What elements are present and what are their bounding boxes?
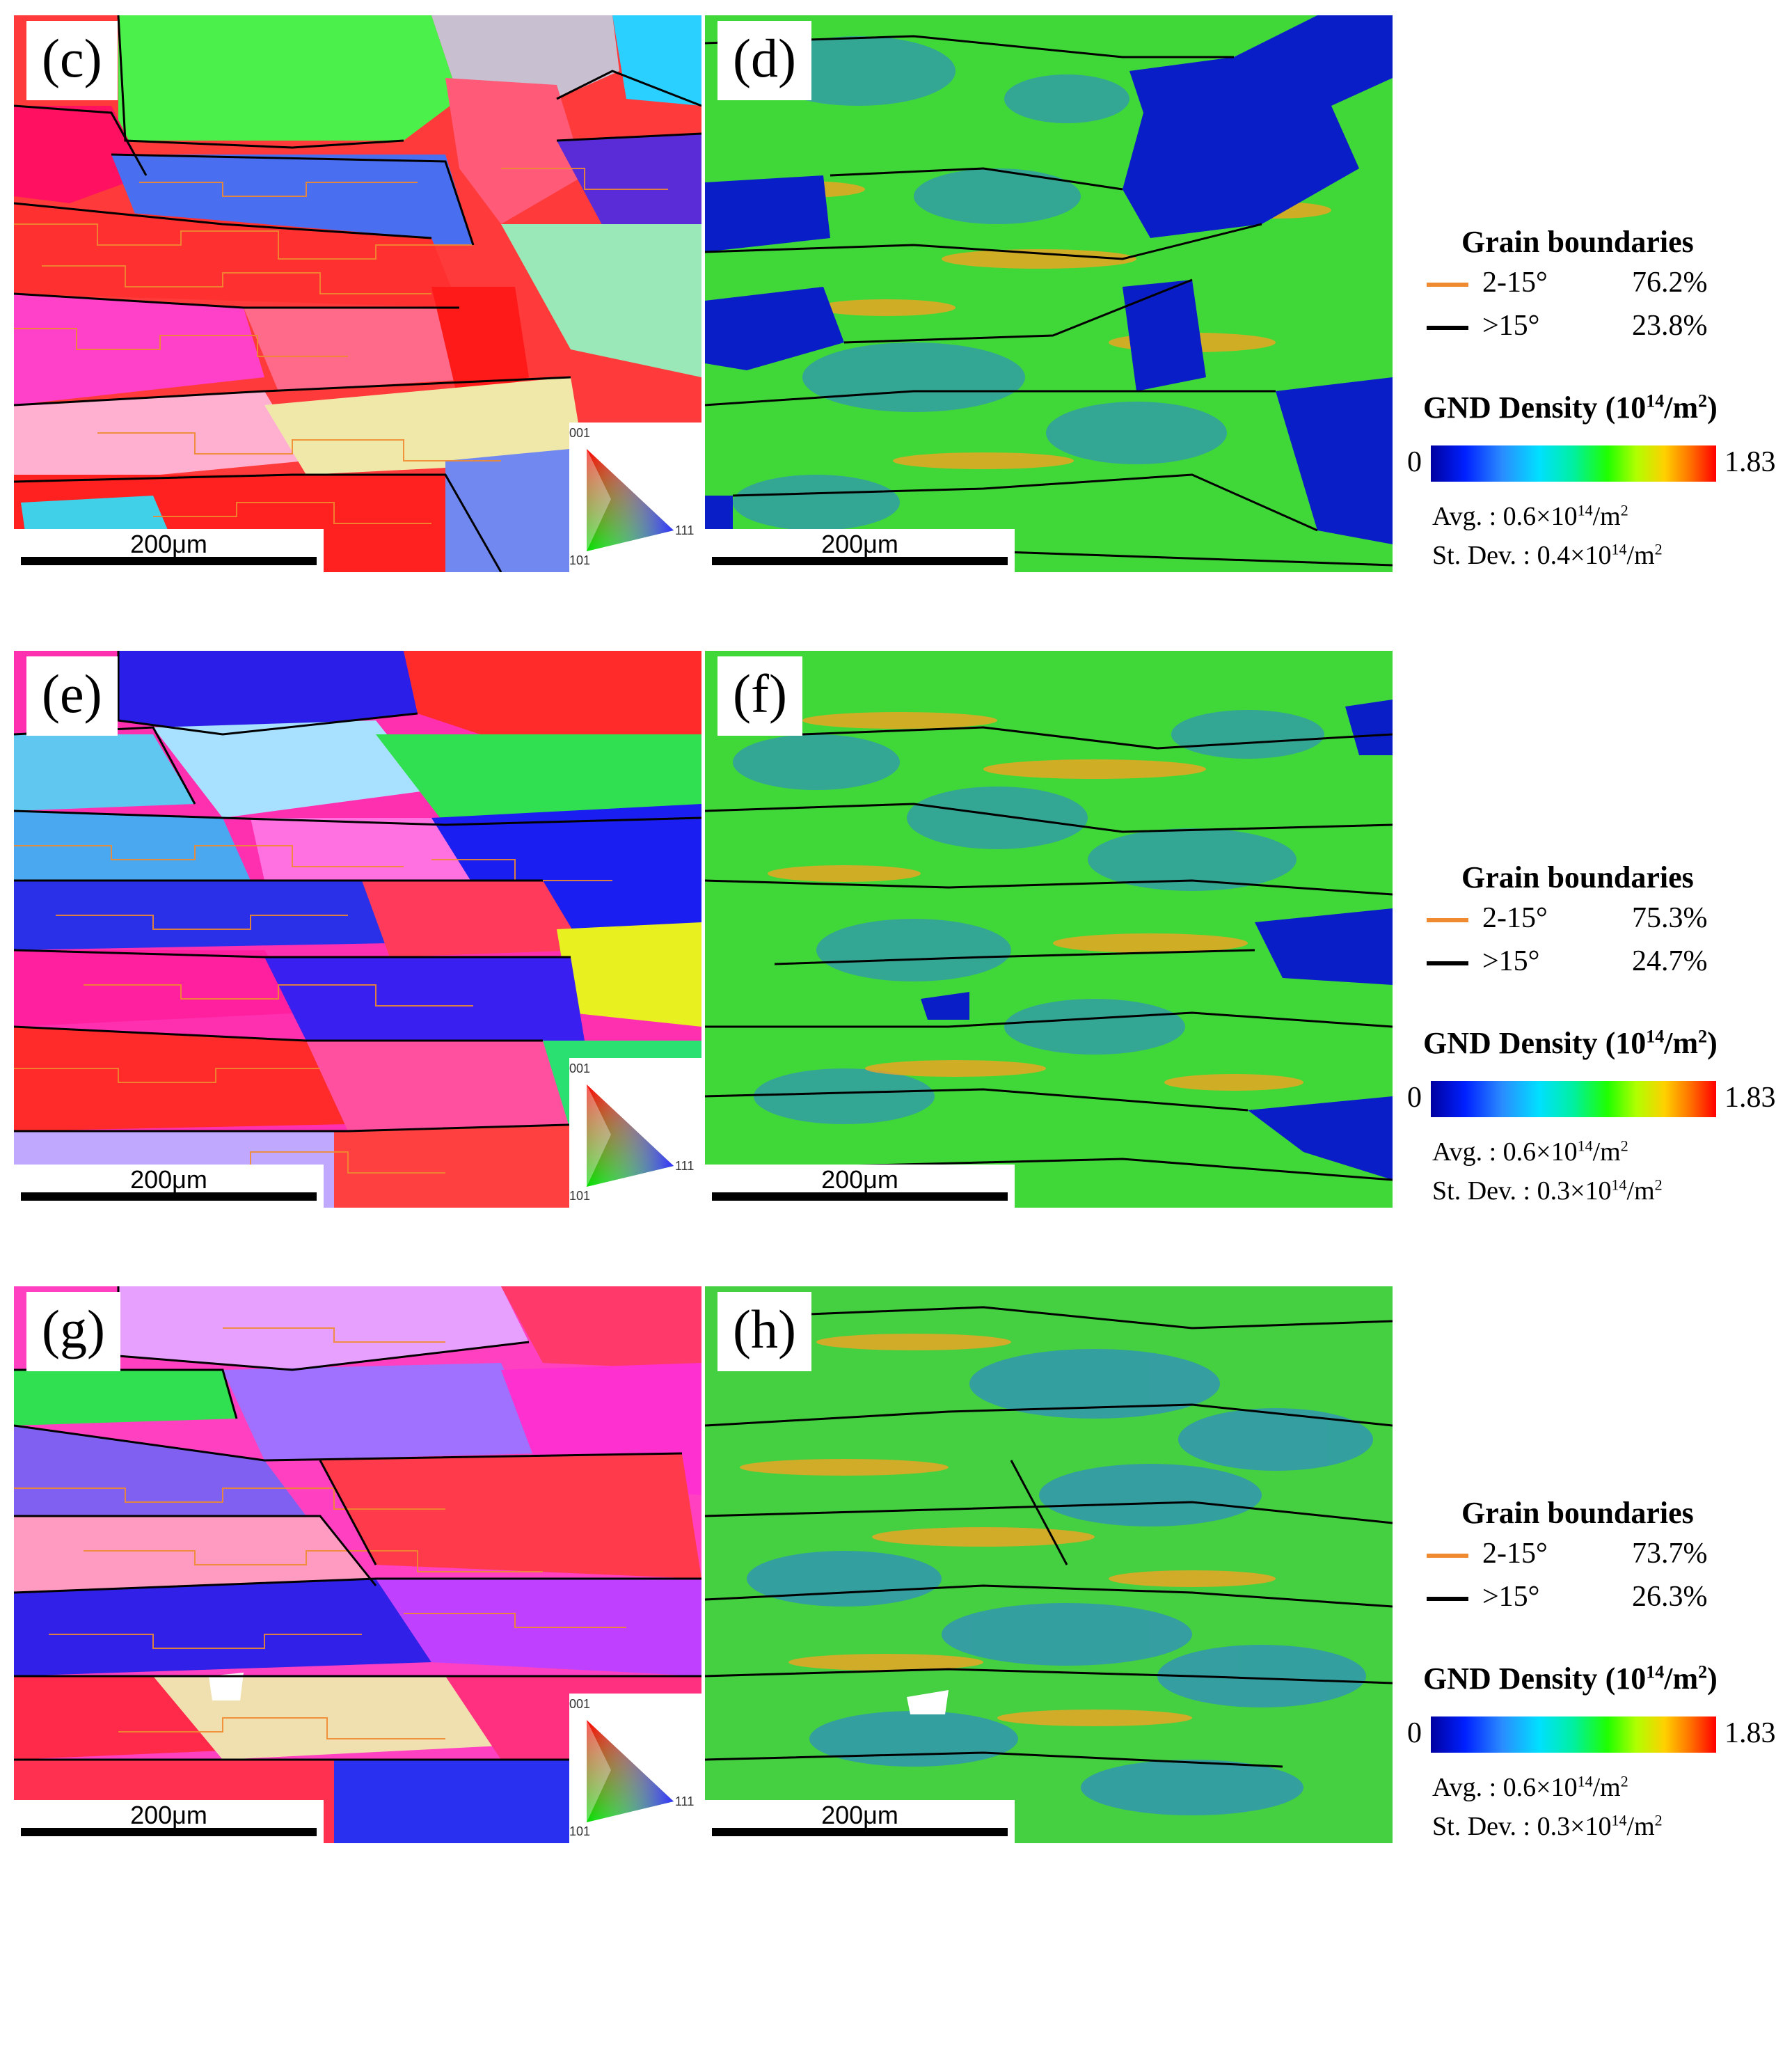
ipf-key-101: 101 — [569, 553, 591, 567]
figure-row-3: (g) 200μm 001 101 111 — [0, 1286, 1792, 1843]
ipf-map-c-image — [14, 15, 701, 572]
gnd-stdev: St. Dev. : 0.3×1014/m2 — [1432, 1811, 1663, 1841]
panel-label-d: (d) — [717, 21, 811, 100]
low-angle-line-swatch — [1427, 1554, 1468, 1558]
high-angle-line-swatch — [1427, 1597, 1468, 1601]
ipf-triangle-icon — [587, 449, 674, 551]
high-angle-percent: 23.8% — [1632, 310, 1708, 342]
scale-bar-label: 200μm — [130, 1165, 207, 1194]
gnd-map-d: (d) 200μm — [705, 15, 1393, 572]
legend-row-1: Grain boundaries 2-15° 76.2% >15° 23.8% … — [1407, 224, 1792, 781]
ipf-map-g: (g) 200μm 001 101 111 — [14, 1286, 701, 1843]
gnd-density-title: GND Density (1014/m2) — [1423, 1662, 1718, 1696]
gnd-density-title: GND Density (1014/m2) — [1423, 1026, 1718, 1060]
ipf-key-111: 111 — [675, 523, 695, 537]
ipf-triangle-icon — [587, 1084, 674, 1187]
gnd-average: Avg. : 0.6×1014/m2 — [1432, 501, 1628, 531]
gnd-map-f: (f) 200μm — [705, 651, 1393, 1208]
gnd-colorbar — [1431, 1716, 1716, 1753]
panel-label-h: (h) — [717, 1292, 811, 1371]
grain-boundaries-title: Grain boundaries — [1461, 225, 1694, 259]
panel-label-e: (e) — [26, 656, 118, 736]
panel-label-f: (f) — [717, 656, 802, 736]
high-angle-percent: 24.7% — [1632, 945, 1708, 977]
gnd-density-title: GND Density (1014/m2) — [1423, 390, 1718, 425]
grain-boundaries-title: Grain boundaries — [1461, 860, 1694, 894]
low-angle-label: 2-15° — [1482, 1538, 1548, 1570]
scale-bar: 200μm — [14, 1165, 324, 1208]
gnd-map-h: (h) 200μm — [705, 1286, 1393, 1843]
scale-bar-label: 200μm — [130, 1801, 207, 1829]
low-angle-line-swatch — [1427, 283, 1468, 287]
scale-bar-label: 200μm — [130, 530, 207, 558]
colorbar-max: 1.83 — [1724, 1717, 1776, 1749]
gnd-average: Avg. : 0.6×1014/m2 — [1432, 1772, 1628, 1802]
ipf-color-key: 001 101 111 — [569, 423, 701, 572]
ipf-key-111: 111 — [675, 1159, 695, 1173]
ipf-color-key: 001 101 111 — [569, 1058, 701, 1208]
low-angle-line-swatch — [1427, 918, 1468, 922]
scale-bar: 200μm — [705, 529, 1015, 572]
low-angle-label: 2-15° — [1482, 267, 1548, 299]
ipf-key-101: 101 — [569, 1824, 591, 1838]
colorbar-min: 0 — [1407, 1717, 1422, 1749]
gnd-colorbar — [1431, 445, 1716, 482]
scale-bar-label: 200μm — [821, 1801, 898, 1829]
high-angle-line-swatch — [1427, 326, 1468, 330]
ipf-color-key: 001 101 111 — [569, 1694, 701, 1843]
gnd-map-f-image — [705, 651, 1393, 1208]
scale-bar-label: 200μm — [821, 530, 898, 558]
ipf-key-001: 001 — [569, 1697, 591, 1711]
grain-boundaries-title: Grain boundaries — [1461, 1496, 1694, 1530]
colorbar-min: 0 — [1407, 1082, 1422, 1114]
figure-row-1: (c) 200μm 001 101 111 — [0, 15, 1792, 572]
gnd-map-h-image — [705, 1286, 1393, 1843]
high-angle-label: >15° — [1482, 310, 1540, 342]
high-angle-line-swatch — [1427, 961, 1468, 965]
gnd-stdev: St. Dev. : 0.3×1014/m2 — [1432, 1176, 1663, 1206]
ipf-map-g-image — [14, 1286, 701, 1843]
colorbar-max: 1.83 — [1724, 1082, 1776, 1114]
scale-bar-line — [712, 1192, 1008, 1201]
ipf-key-001: 001 — [569, 426, 591, 440]
scale-bar: 200μm — [14, 1800, 324, 1843]
scale-bar-line — [21, 1192, 317, 1201]
high-angle-label: >15° — [1482, 945, 1540, 977]
scale-bar-line — [712, 557, 1008, 565]
ipf-key-001: 001 — [569, 1061, 591, 1075]
ipf-map-c: (c) 200μm 001 101 111 — [14, 15, 701, 572]
panel-label-g: (g) — [26, 1292, 120, 1371]
scale-bar: 200μm — [705, 1165, 1015, 1208]
low-angle-label: 2-15° — [1482, 902, 1548, 934]
low-angle-percent: 76.2% — [1632, 267, 1708, 299]
legend-row-2: Grain boundaries 2-15° 75.3% >15° 24.7% … — [1407, 860, 1792, 1416]
scale-bar: 200μm — [14, 529, 324, 572]
colorbar-max: 1.83 — [1724, 446, 1776, 478]
ipf-key-101: 101 — [569, 1189, 591, 1203]
gnd-colorbar — [1431, 1081, 1716, 1117]
gnd-average: Avg. : 0.6×1014/m2 — [1432, 1137, 1628, 1167]
scale-bar-label: 200μm — [821, 1165, 898, 1194]
high-angle-percent: 26.3% — [1632, 1581, 1708, 1613]
figure-row-2: (e) 200μm 001 101 111 — [0, 651, 1792, 1208]
ipf-map-e: (e) 200μm 001 101 111 — [14, 651, 701, 1208]
low-angle-percent: 75.3% — [1632, 902, 1708, 934]
gnd-stdev: St. Dev. : 0.4×1014/m2 — [1432, 540, 1663, 570]
scale-bar: 200μm — [705, 1800, 1015, 1843]
legend-row-3: Grain boundaries 2-15° 73.7% >15° 26.3% … — [1407, 1495, 1792, 2052]
ipf-key-111: 111 — [675, 1794, 695, 1808]
scale-bar-line — [712, 1828, 1008, 1836]
scale-bar-line — [21, 557, 317, 565]
colorbar-min: 0 — [1407, 446, 1422, 478]
ipf-triangle-icon — [587, 1720, 674, 1822]
high-angle-label: >15° — [1482, 1581, 1540, 1613]
low-angle-percent: 73.7% — [1632, 1538, 1708, 1570]
scale-bar-line — [21, 1828, 317, 1836]
panel-label-c: (c) — [26, 21, 118, 100]
